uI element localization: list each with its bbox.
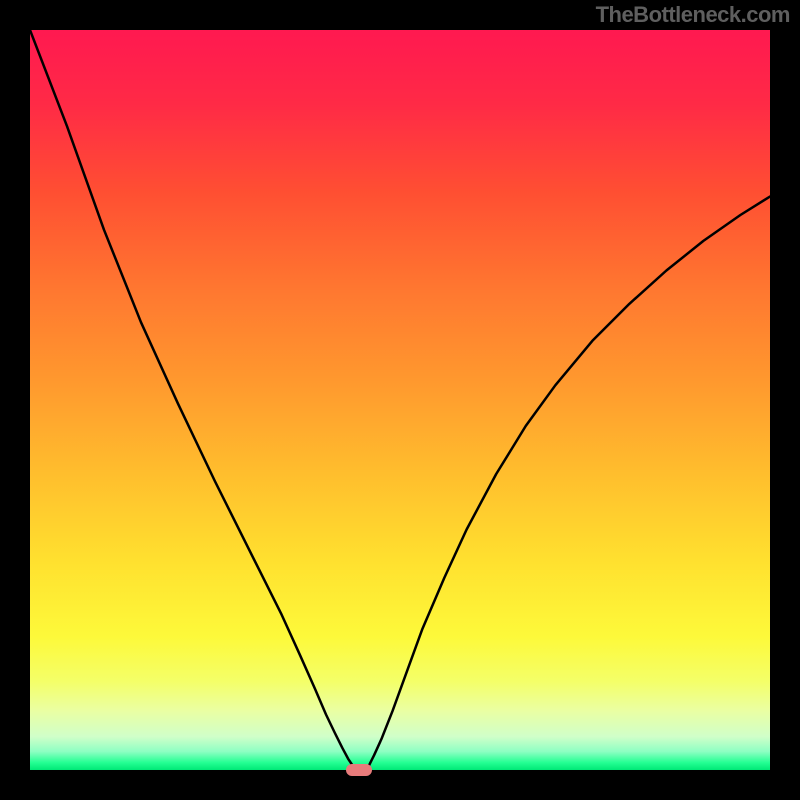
minimum-marker: [346, 764, 372, 776]
plot-area: [30, 30, 770, 770]
chart-frame: TheBottleneck.com: [0, 0, 800, 800]
watermark-text: TheBottleneck.com: [596, 2, 790, 28]
bottleneck-curve: [30, 30, 770, 770]
